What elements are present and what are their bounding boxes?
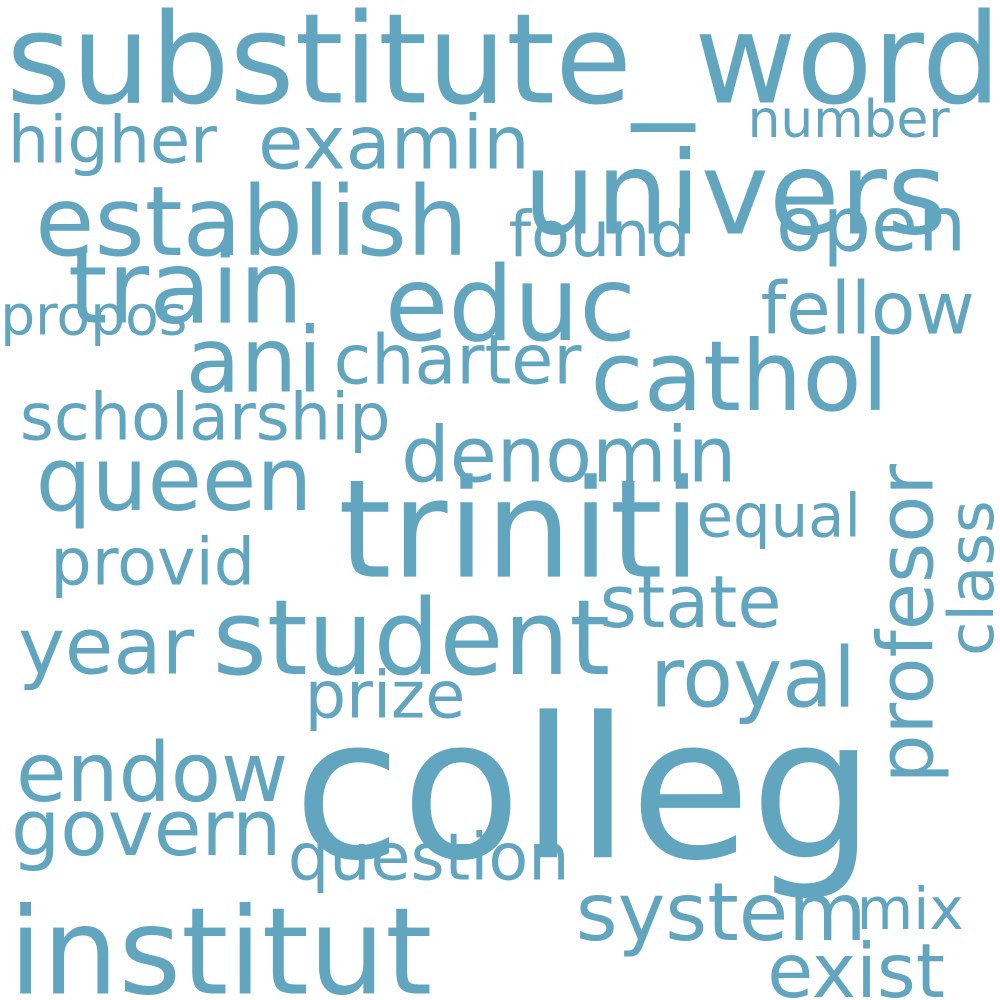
- word-year: year: [18, 600, 195, 693]
- word-question: question: [287, 819, 570, 896]
- word-equal: equal: [696, 481, 861, 551]
- word-train: train: [67, 228, 304, 347]
- word-substitute_word: substitute_word: [6, 0, 1000, 133]
- word-mix: mix: [856, 875, 964, 944]
- word-queen: queen: [35, 427, 313, 531]
- word-class: class: [934, 500, 1000, 657]
- word-state: state: [599, 559, 782, 644]
- word-prize: prize: [304, 657, 466, 734]
- word-endow: endow: [16, 726, 289, 821]
- word-found: found: [508, 196, 691, 271]
- word-cathol: cathol: [590, 320, 889, 433]
- word-provid: provid: [50, 524, 256, 601]
- word-student: student: [212, 577, 611, 700]
- word-univers: univers: [523, 127, 947, 262]
- word-system: system: [575, 864, 867, 959]
- word-charter: charter: [333, 321, 582, 401]
- word-profesor: profesor: [861, 463, 952, 784]
- word-denomin: denomin: [401, 411, 737, 501]
- word-royal: royal: [650, 629, 857, 727]
- word-govern: govern: [10, 783, 282, 874]
- word-establish: establish: [35, 164, 469, 278]
- word-examin: examin: [257, 101, 530, 187]
- word-ani: ani: [185, 309, 323, 414]
- word-educ: educ: [384, 245, 637, 366]
- word-triniti: triniti: [338, 451, 701, 610]
- word-colleg: colleg: [293, 676, 875, 905]
- word-fellow: fellow: [760, 267, 975, 352]
- word-open: open: [776, 179, 967, 269]
- word-propos: propos: [0, 283, 188, 348]
- word-number: number: [747, 90, 950, 151]
- word-higher: higher: [7, 102, 217, 179]
- word-scholarship: scholarship: [19, 379, 391, 456]
- word-institut: institut: [8, 882, 433, 1000]
- word-exist: exist: [767, 927, 946, 1000]
